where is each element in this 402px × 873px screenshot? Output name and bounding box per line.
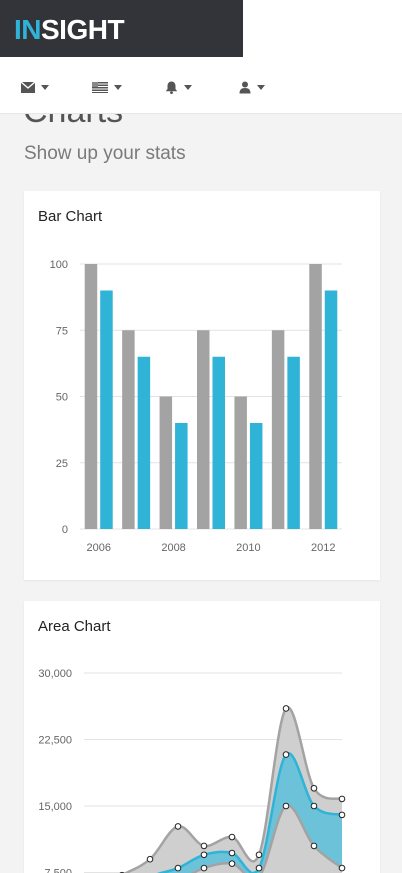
area-chart: 7,500 15,000 22,500 30,000 [38,668,346,873]
area-point-series-1 [310,784,318,792]
area-point-series-3 [282,802,290,810]
y-tick-label: 7,500 [44,868,72,873]
area-chart-panel: Area Chart 7,500 15,000 22,500 30,000 [24,601,380,873]
bar-2011-series-1 [271,330,285,529]
bar-2010-series-2 [249,423,263,529]
bar-2009-series-1 [197,330,210,529]
page-subtitle: Show up your stats [24,143,186,164]
bar-chart: 0 25 50 75 100 2006 2008 2010 2012 [50,259,342,554]
area-point-series-1 [282,705,290,712]
bell-icon [165,81,178,94]
area-point-series-2 [255,864,263,872]
bar-2007-series-2 [137,356,151,529]
area-point-series-3 [200,864,208,872]
area-point-series-1 [228,833,236,841]
area-point-series-2 [310,802,318,810]
bar-chart-title: Bar Chart [38,208,103,225]
area-point-series-1 [146,855,154,863]
y-tick-label: 30,000 [38,668,72,680]
brand-logo[interactable]: INSIGHT [14,13,125,47]
envelope-icon [21,81,35,93]
y-tick-label: 22,500 [38,735,72,747]
y-tick-label: 25 [56,458,68,470]
area-point-series-1 [255,851,263,859]
bar-2006-series-1 [84,264,98,529]
y-tick-label: 100 [50,259,68,271]
brand-prefix: IN [14,14,42,45]
bar-2009-series-2 [212,356,225,529]
x-tick-label: 2010 [236,542,260,554]
bar-2011-series-2 [287,356,300,529]
bar-2008-series-2 [175,423,188,529]
user-icon [239,81,251,93]
area-point-series-1 [200,842,208,850]
bar-2012-series-2 [324,290,338,529]
y-tick-label: 75 [56,325,68,337]
bar-2007-series-1 [122,330,135,529]
flag-icon [92,81,108,93]
area-point-series-3 [228,860,236,867]
bar-chart-panel: Bar Chart 0 25 50 75 100 2006 2008 2010 2012 [24,191,380,580]
area-point-series-1 [338,795,346,803]
area-point-series-2 [338,811,346,819]
area-point-series-1 [174,823,182,830]
tasks-dropdown[interactable] [92,73,122,101]
bar-2010-series-1 [234,396,247,529]
area-point-series-2 [228,849,236,857]
area-fill-series-3 [193,805,342,873]
brand-suffix: SIGHT [41,14,125,45]
chevron-down-icon [184,84,192,90]
area-point-series-3 [310,842,318,850]
x-tick-label: 2012 [311,542,335,554]
bar-2008-series-1 [159,396,173,529]
x-tick-label: 2008 [161,542,185,554]
y-tick-label: 50 [56,392,68,404]
y-tick-label: 15,000 [38,801,72,813]
chevron-down-icon [41,84,49,90]
brand-bar: INSIGHT [0,0,243,57]
area-point-series-2 [200,851,208,859]
alerts-dropdown[interactable] [165,73,192,101]
area-point-series-3 [338,864,346,872]
top-header: INSIGHT [0,0,402,114]
chevron-down-icon [114,84,122,90]
y-tick-label: 0 [62,524,68,536]
top-nav [0,73,402,101]
x-tick-label: 2006 [86,542,110,554]
chevron-down-icon [257,84,265,90]
user-dropdown[interactable] [239,73,265,101]
area-line-series-2 [156,752,343,873]
bar-2006-series-2 [100,290,113,529]
area-line-series-1 [123,706,343,873]
area-point-series-2 [282,751,290,758]
messages-dropdown[interactable] [21,73,49,101]
area-chart-title: Area Chart [38,618,111,635]
area-point-series-2 [174,864,182,872]
bar-2012-series-1 [309,264,322,529]
